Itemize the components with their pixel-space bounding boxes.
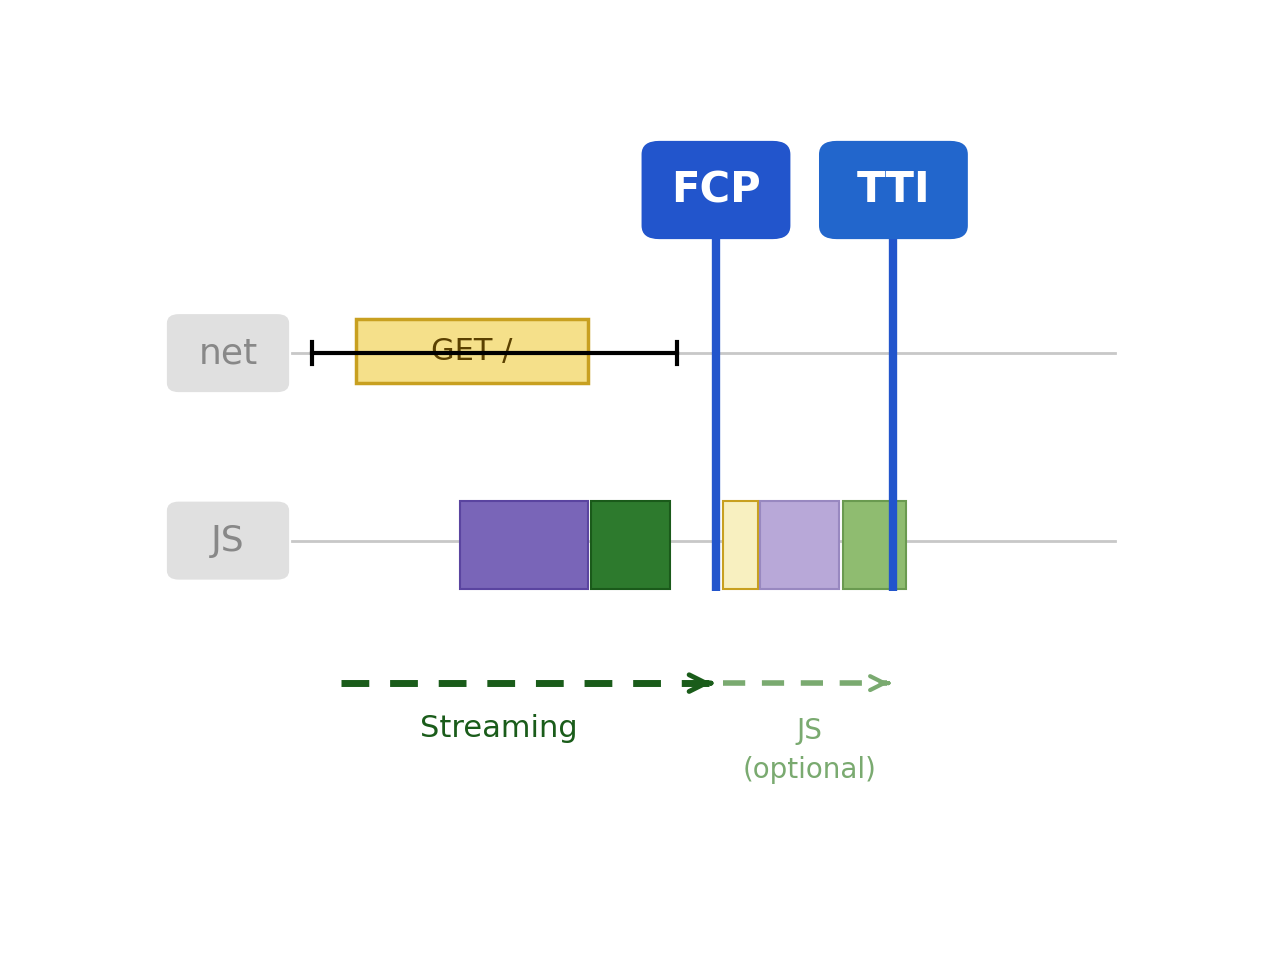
Bar [722, 501, 758, 589]
Bar [761, 501, 840, 589]
Bar [356, 319, 588, 383]
Text: JS
(optional): JS (optional) [743, 717, 876, 784]
Text: GET /: GET / [431, 337, 513, 366]
Bar [843, 501, 906, 589]
Text: FCP: FCP [672, 169, 761, 211]
Text: Streaming: Streaming [420, 714, 577, 742]
FancyBboxPatch shape [167, 502, 289, 580]
Text: JS: JS [211, 524, 244, 558]
Bar [590, 501, 669, 589]
Bar [459, 501, 588, 589]
FancyBboxPatch shape [819, 141, 968, 240]
FancyBboxPatch shape [641, 141, 790, 240]
FancyBboxPatch shape [167, 315, 289, 393]
Text: net: net [198, 336, 258, 370]
Text: TTI: TTI [856, 169, 930, 211]
